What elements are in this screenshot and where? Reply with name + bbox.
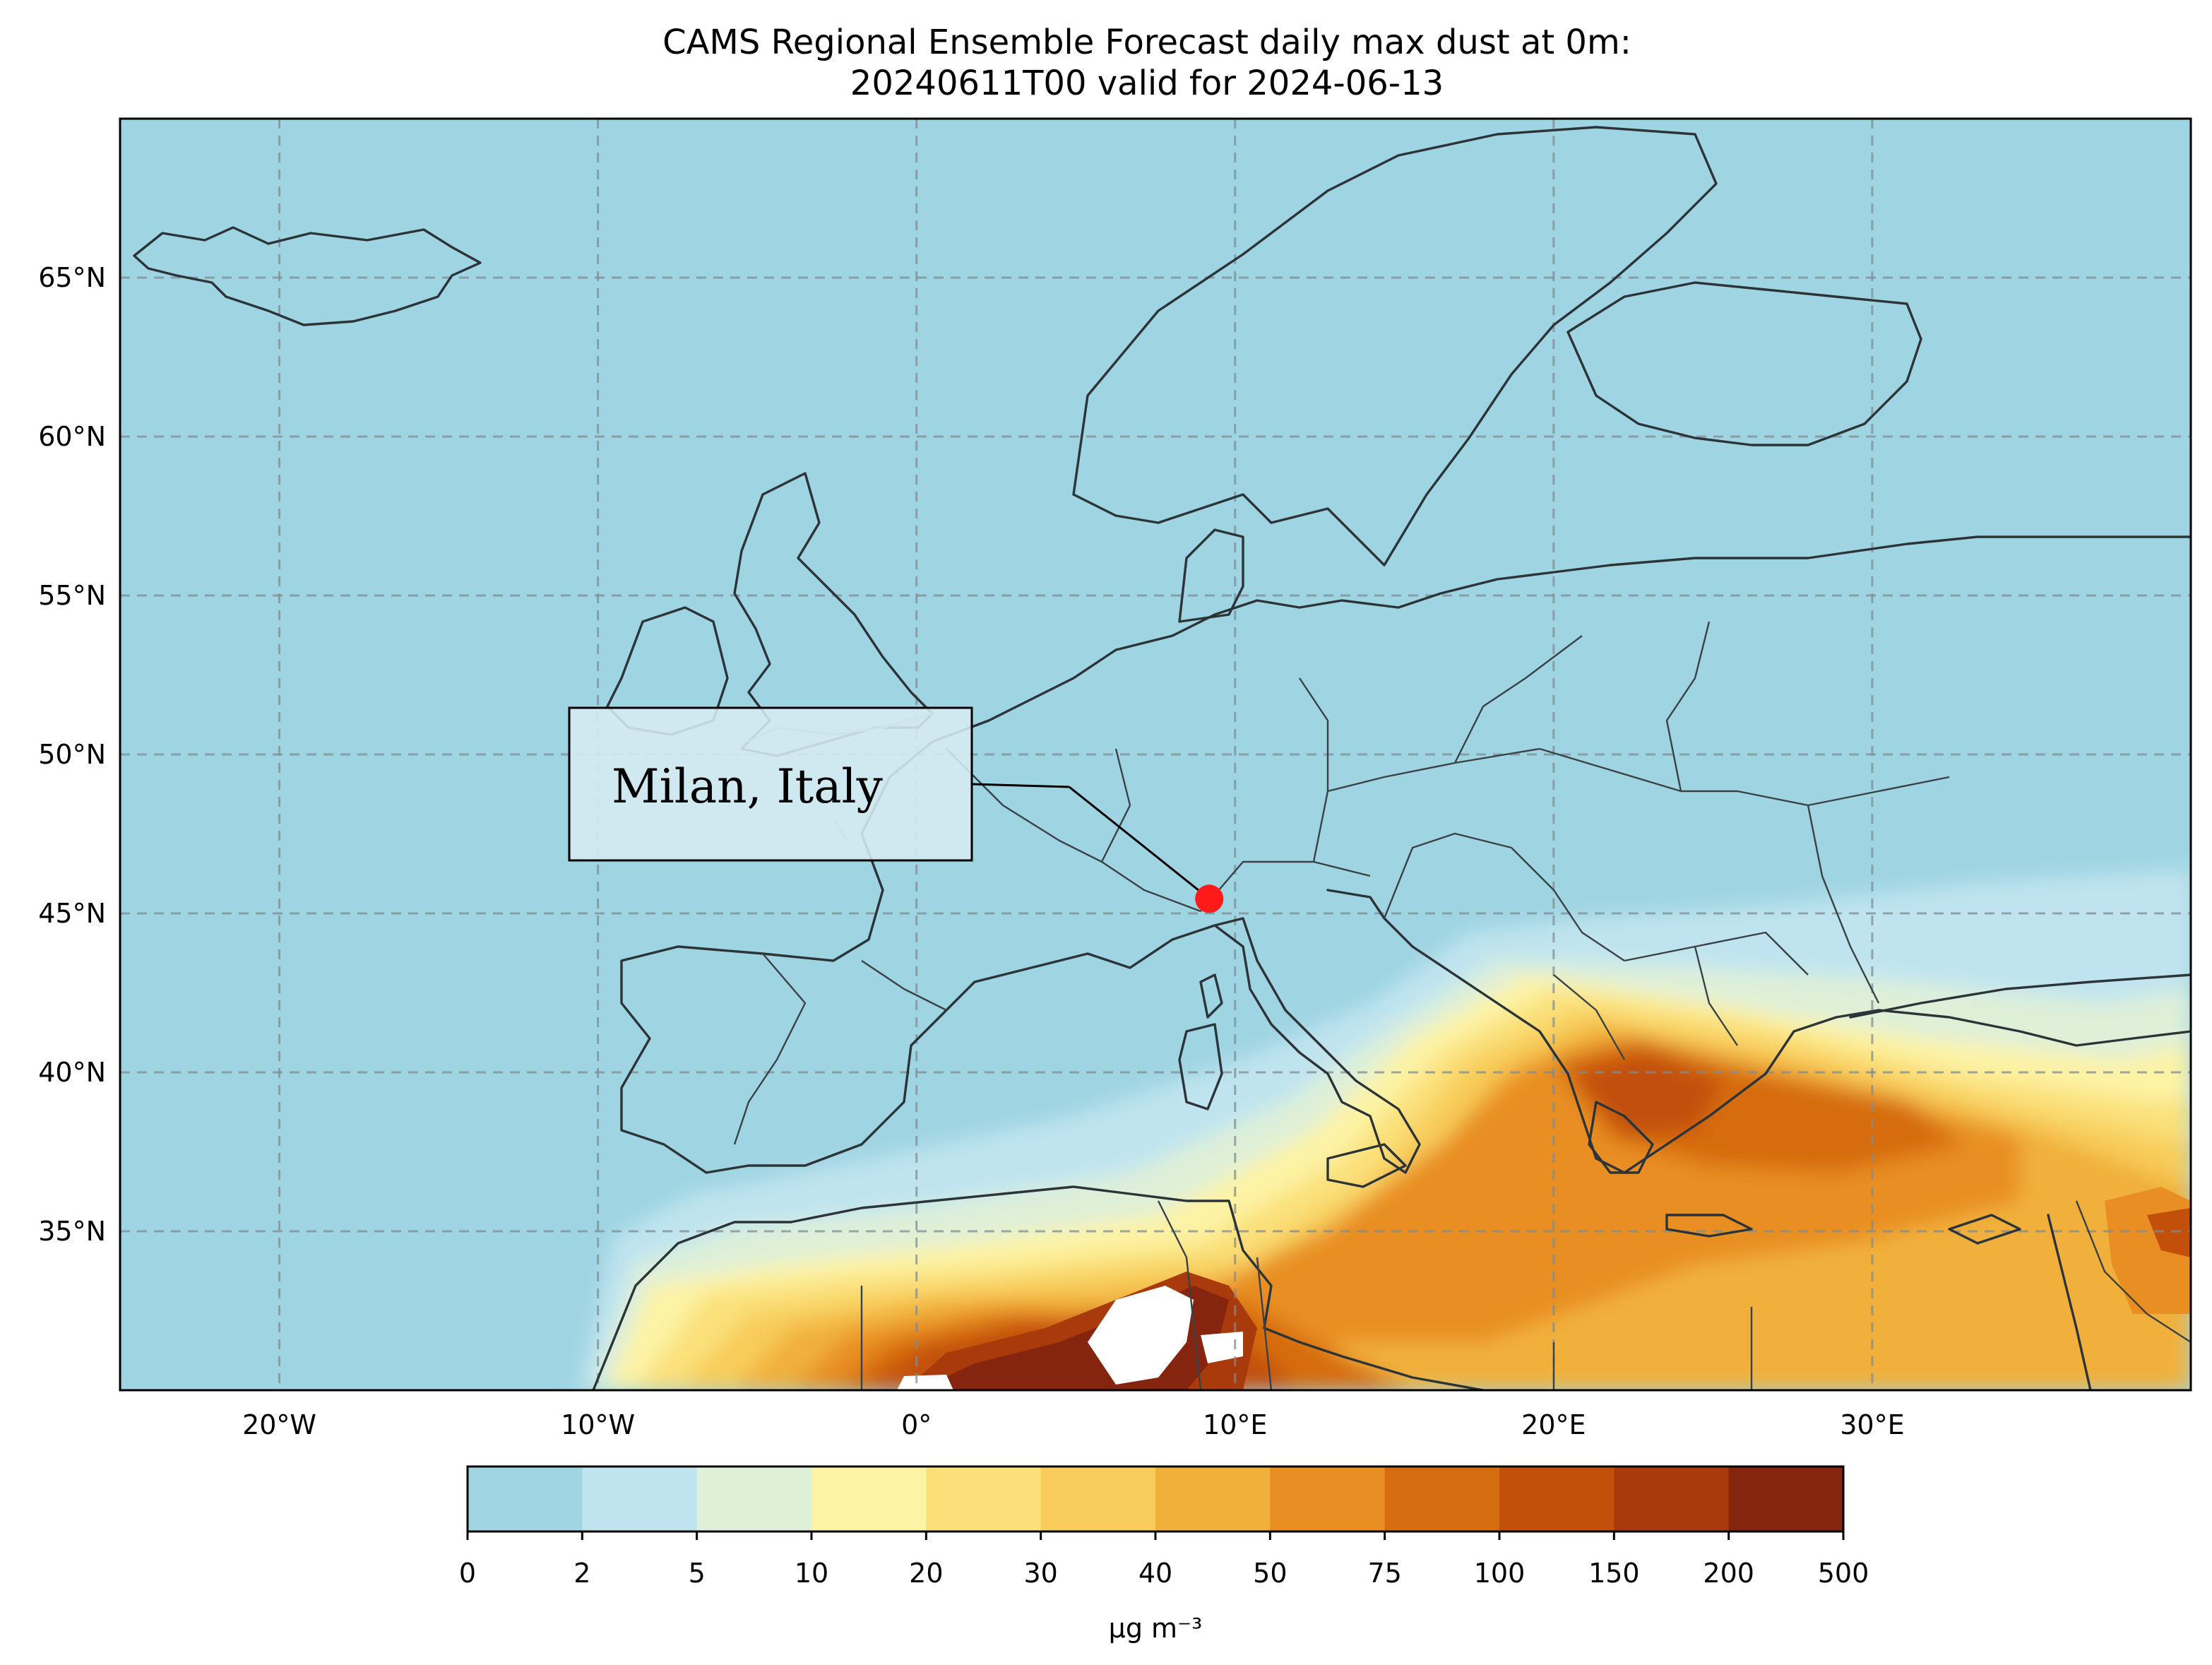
colorbar-segment-9 bbox=[1499, 1466, 1615, 1531]
lon-tick-label-2: 0° bbox=[901, 1409, 932, 1440]
lat-tick-label-5: 40°N bbox=[38, 1057, 106, 1088]
coast-sardinia bbox=[1178, 1023, 1223, 1110]
colorbar-segment-2 bbox=[696, 1466, 812, 1531]
chart-title-line-1: CAMS Regional Ensemble Forecast daily ma… bbox=[662, 23, 1631, 62]
location-callout: Milan, Italy bbox=[568, 706, 1211, 900]
coast-italy bbox=[1213, 917, 1421, 1174]
colorbar-tick-label-11: 200 bbox=[1703, 1558, 1754, 1589]
coast-greece-islands bbox=[1588, 1101, 1753, 1238]
callout-box bbox=[568, 706, 973, 862]
coast-sicily bbox=[1326, 1143, 1407, 1188]
coast-levant bbox=[2047, 1214, 2092, 1390]
lat-tick-label-2: 55°N bbox=[38, 580, 106, 611]
lon-tick-label-3: 10°E bbox=[1203, 1409, 1267, 1440]
country-borders bbox=[733, 621, 2191, 1390]
colorbar-segment-8 bbox=[1384, 1466, 1500, 1531]
coast-north-africa bbox=[592, 1185, 1485, 1390]
lon-tick-label-0: 20°W bbox=[242, 1409, 316, 1440]
colorbar-tick-label-12: 500 bbox=[1818, 1558, 1869, 1589]
map-frame bbox=[119, 117, 2192, 1392]
colorbar-segment-7 bbox=[1270, 1466, 1386, 1531]
coast-france-iberia bbox=[620, 740, 1216, 1174]
colorbar-tick-label-6: 40 bbox=[1138, 1558, 1172, 1589]
colorbar-segment-1 bbox=[582, 1466, 698, 1531]
colorbar-tick-label-5: 30 bbox=[1023, 1558, 1057, 1589]
colorbar-segment-3 bbox=[811, 1466, 927, 1531]
coast-denmark bbox=[1178, 528, 1244, 623]
colorbar-tick-label-0: 0 bbox=[459, 1558, 476, 1589]
coast-scandinavia bbox=[1072, 126, 1718, 567]
no-data-patch bbox=[1088, 1286, 1194, 1385]
lon-tick-label-5: 30°E bbox=[1840, 1409, 1904, 1440]
colorbar-tick-label-4: 20 bbox=[909, 1558, 943, 1589]
colorbar-tick-label-7: 50 bbox=[1253, 1558, 1287, 1589]
colorbar-tick-label-2: 5 bbox=[689, 1558, 706, 1589]
lat-tick-label-6: 35°N bbox=[38, 1216, 106, 1247]
coast-cyprus bbox=[1948, 1214, 2021, 1245]
colorbar-segment-0 bbox=[468, 1466, 583, 1531]
colorbar-segment-5 bbox=[1040, 1466, 1156, 1531]
dust-band-east-100 bbox=[2147, 1208, 2191, 1257]
colorbar-tick-labels: 0 2 5 10 20 30 40 50 75 100 150 200 500 bbox=[459, 1531, 1869, 1589]
coast-europe-north bbox=[931, 535, 2191, 743]
lat-tick-label-4: 45°N bbox=[38, 898, 106, 929]
colorbar-tick-label-10: 150 bbox=[1588, 1558, 1640, 1589]
colorbar-tick-label-1: 2 bbox=[573, 1558, 590, 1589]
lat-tick-label-1: 60°N bbox=[38, 421, 106, 452]
border-lines bbox=[733, 621, 2191, 1390]
colorbar-unit-label: µg m⁻³ bbox=[1109, 1613, 1203, 1644]
lon-tick-label-4: 20°E bbox=[1521, 1409, 1586, 1440]
chart-title-line-2: 20240611T00 valid for 2024-06-13 bbox=[850, 64, 1444, 103]
callout-leader-line-b bbox=[1069, 786, 1211, 900]
colorbar-tick-label-3: 10 bbox=[795, 1558, 828, 1589]
lat-tick-labels: 65°N 60°N 55°N 50°N 45°N 40°N 35°N bbox=[38, 262, 106, 1247]
coast-finland bbox=[1566, 281, 1922, 446]
colorbar bbox=[468, 1466, 1844, 1531]
location-marker bbox=[1195, 884, 1224, 913]
coastlines bbox=[133, 126, 2191, 1390]
map-panel bbox=[120, 119, 2191, 1390]
coast-iceland bbox=[133, 226, 482, 326]
colorbar-tick-label-8: 75 bbox=[1367, 1558, 1401, 1589]
no-data-strip bbox=[897, 1375, 953, 1390]
map-gridlines bbox=[120, 119, 2191, 1390]
callout-leader-line-a bbox=[971, 783, 1070, 788]
coast-corsica bbox=[1199, 973, 1223, 1019]
colorbar-segment-10 bbox=[1614, 1466, 1730, 1531]
lat-tick-label-3: 50°N bbox=[38, 739, 106, 770]
lat-tick-label-0: 65°N bbox=[38, 262, 106, 293]
colorbar-segment-4 bbox=[926, 1466, 1042, 1531]
lon-tick-labels: 20°W 10°W 0° 10°E 20°E 30°E bbox=[242, 1409, 1905, 1440]
lon-tick-label-1: 10°W bbox=[561, 1409, 635, 1440]
coast-anatolia bbox=[1849, 973, 2191, 1019]
colorbar-segment-6 bbox=[1155, 1466, 1271, 1531]
colorbar-segment-11 bbox=[1728, 1466, 1844, 1531]
dust-field bbox=[579, 869, 2191, 1390]
no-data-patch-small bbox=[1201, 1332, 1243, 1363]
callout-label: Milan, Italy bbox=[612, 759, 884, 814]
colorbar-tick-label-9: 100 bbox=[1474, 1558, 1526, 1589]
